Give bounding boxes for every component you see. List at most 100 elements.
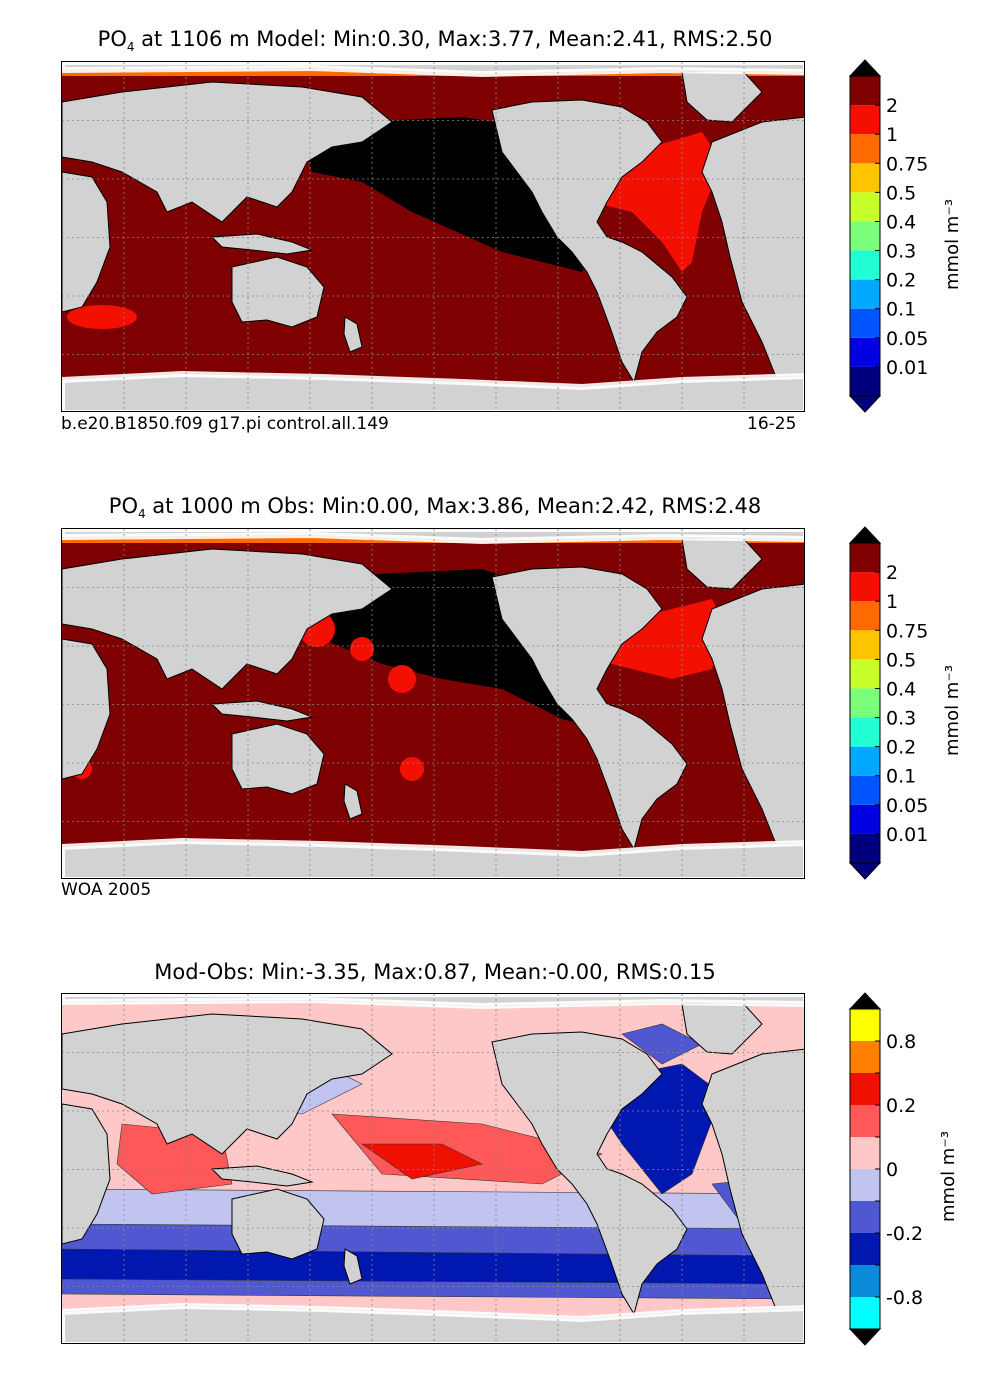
colorbar-tick-label: 1 xyxy=(886,591,898,613)
map-model xyxy=(61,61,805,412)
no-data-margin xyxy=(62,994,804,1010)
colorbar-segment xyxy=(850,1009,880,1041)
colorbar-tick-label: 2 xyxy=(886,95,898,117)
colorbar-tick-label: 0.05 xyxy=(886,795,928,817)
high-value-patch xyxy=(400,757,424,781)
colorbar: 0.01 0.05 0.1 0.2 0.3 0.4 0.5 0.75 1 2 xyxy=(848,526,928,880)
colorbar-tick-label: 0.05 xyxy=(886,328,928,350)
panel-title: PO4 at 1000 m Obs: Min:0.00, Max:3.86, M… xyxy=(108,494,762,522)
map-plot xyxy=(62,62,804,411)
land-mask xyxy=(62,62,804,411)
colorbar-segment xyxy=(850,221,880,251)
no-data-margin xyxy=(62,1302,804,1343)
colorbar-tick-label: 2 xyxy=(886,562,898,584)
years-label: 16-25 xyxy=(747,414,797,434)
colorbar: -0.8 -0.2 0 0.2 0.8 xyxy=(848,992,923,1346)
colorbar-extend-low xyxy=(848,395,882,413)
colorbar-segment xyxy=(850,630,880,660)
colorbar-tick-label: 0.2 xyxy=(886,737,916,759)
land-nz xyxy=(343,316,363,353)
colorbar-extend-high xyxy=(848,526,882,544)
land-australia xyxy=(231,256,325,328)
colorbar-tick-label: 0.75 xyxy=(886,620,928,642)
colorbar-tick-label: 1 xyxy=(886,124,898,146)
colorbar-tick-label: 0.4 xyxy=(886,678,916,700)
colorbar-segment xyxy=(850,543,880,573)
colorbar-frame xyxy=(849,542,881,864)
colorbar-tick-label: 0.5 xyxy=(886,649,916,671)
land-africa_west xyxy=(62,1103,111,1245)
colorbar-tick-label: 0.01 xyxy=(886,824,928,846)
colorbar-segment xyxy=(850,717,880,747)
colorbar-segment xyxy=(850,746,880,776)
land-africa_west xyxy=(62,638,111,780)
land-europe_africa xyxy=(701,1048,804,1339)
colorbar-segment xyxy=(850,1233,880,1265)
colorbar-segment xyxy=(850,1297,880,1329)
land-nz xyxy=(343,1248,363,1285)
colorbar-segment xyxy=(850,337,880,367)
colorbar: 0.01 0.05 0.1 0.2 0.3 0.4 0.5 0.75 1 2 xyxy=(848,59,928,413)
colorbar-segment xyxy=(850,1137,880,1169)
colorbar-extend-high xyxy=(848,992,882,1010)
no-data-margin xyxy=(62,370,804,411)
colorbar-segment xyxy=(850,1169,880,1201)
map-diff xyxy=(61,993,805,1344)
land-europe_africa xyxy=(701,116,804,407)
colorbar-tick-label: -0.2 xyxy=(886,1223,923,1245)
panel-title: PO4 at 1106 m Model: Min:0.30, Max:3.77,… xyxy=(97,27,773,55)
colorbar-segment xyxy=(850,192,880,222)
colorbar-segment xyxy=(850,250,880,280)
run-name-label: b.e20.B1850.f09 g17.pi control.all.149 xyxy=(61,414,389,434)
colorbar-segment xyxy=(850,572,880,602)
contour-band xyxy=(361,1143,483,1180)
colorbar-extend-high xyxy=(848,59,882,77)
map-grid xyxy=(62,62,804,411)
colorbar-tick-label: 0.75 xyxy=(886,153,928,175)
panel-title: Mod-Obs: Min:-3.35, Max:0.87, Mean:-0.00… xyxy=(154,960,716,984)
map-plot xyxy=(62,529,804,878)
high-value-patch xyxy=(388,665,416,693)
colorbar-segment xyxy=(850,688,880,718)
land-asia xyxy=(62,548,393,690)
colorbar-segment xyxy=(850,105,880,135)
colorbar-segment xyxy=(850,366,880,396)
colorbar-tick-label: 0.1 xyxy=(886,766,916,788)
colorbar-segment xyxy=(850,1201,880,1233)
colorbar-segment xyxy=(850,775,880,805)
colorbar-segment xyxy=(850,833,880,863)
colorbar-segment xyxy=(850,1073,880,1105)
no-data-margin xyxy=(62,837,804,878)
land-africa_west xyxy=(62,171,111,313)
land-maritime xyxy=(210,233,314,255)
land-nz xyxy=(343,783,363,820)
colorbar-tick-label: 0.8 xyxy=(886,1031,916,1053)
colorbar-tick-label: 0.3 xyxy=(886,708,916,730)
colorbar-tick-label: 0.01 xyxy=(886,357,928,379)
high-value-patch xyxy=(350,637,374,661)
colorbar-unit-label: mmol m⁻³ xyxy=(938,1130,959,1222)
colorbar-segment xyxy=(850,601,880,631)
colorbar-segment xyxy=(850,1265,880,1297)
colorbar-unit-label: mmol m⁻³ xyxy=(942,198,963,290)
colorbar-segment xyxy=(850,308,880,338)
source-label: WOA 2005 xyxy=(61,880,152,900)
land-asia xyxy=(62,1013,393,1155)
colorbar-tick-label: 0.5 xyxy=(886,182,916,204)
land-australia xyxy=(231,723,325,795)
colorbar-extend-low xyxy=(848,862,882,880)
land-europe_africa xyxy=(701,583,804,874)
colorbar-tick-label: 0.3 xyxy=(886,241,916,263)
colorbar-segment xyxy=(850,134,880,164)
colorbar-tick-label: 0.2 xyxy=(886,270,916,292)
land-maritime xyxy=(210,1165,314,1187)
land-mask xyxy=(62,529,804,878)
colorbar-extend-low xyxy=(848,1328,882,1346)
colorbar-segment xyxy=(850,1105,880,1137)
land-asia xyxy=(62,81,393,223)
colorbar-segment xyxy=(850,804,880,834)
colorbar-segment xyxy=(850,659,880,689)
land-australia xyxy=(231,1188,325,1260)
colorbar-segment xyxy=(850,76,880,106)
no-data-margin xyxy=(62,62,804,78)
